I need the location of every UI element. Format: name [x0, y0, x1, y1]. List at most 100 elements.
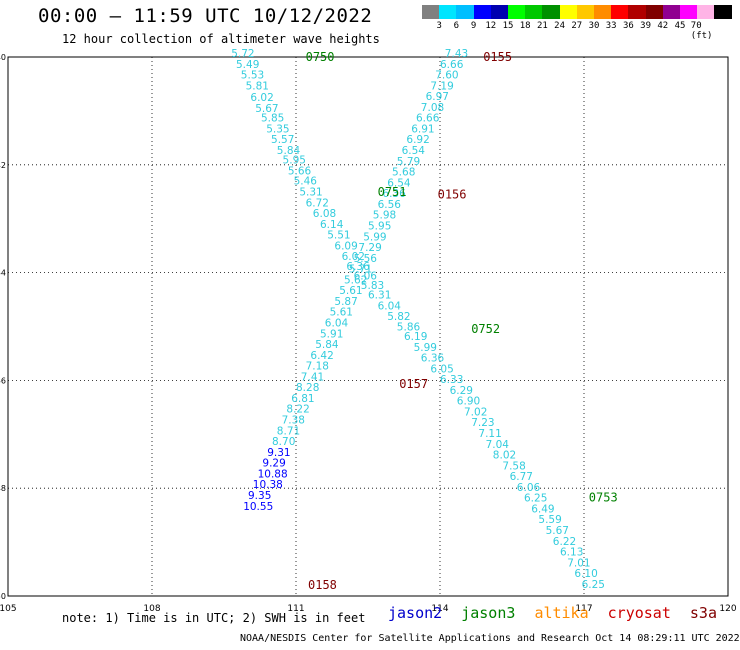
- wave-height-value: 5.51: [327, 230, 350, 242]
- wave-height-value: 5.83: [361, 280, 384, 292]
- wave-height-value: 6.33: [440, 374, 463, 386]
- wave-height-value: 5.56: [354, 253, 378, 265]
- wave-height-value: 6.49: [531, 503, 554, 515]
- wave-height-value: 6.54: [402, 145, 426, 157]
- color-scale-label: 33: [605, 21, 617, 31]
- wave-height-value: 9.31: [267, 447, 290, 459]
- wave-height-value: 6.56: [378, 199, 402, 211]
- chart-subtitle: 12 hour collection of altimeter wave hei…: [62, 32, 380, 46]
- wave-height-value: 5.85: [261, 113, 284, 125]
- color-scale-label: 70 (ft): [690, 21, 713, 41]
- color-scale-label: 24: [554, 21, 566, 31]
- wave-height-value: 5.91: [320, 328, 343, 340]
- wave-height-value: 8.22: [286, 404, 309, 416]
- wave-height-value: 7.60: [435, 70, 458, 82]
- y-tick-label: -40: [0, 53, 6, 62]
- wave-height-value: 6.66: [416, 113, 440, 125]
- x-tick-label: 105: [0, 604, 17, 614]
- x-tick-label: 111: [287, 604, 304, 614]
- wave-height-value: 5.53: [241, 70, 264, 82]
- wave-height-value: 6.97: [426, 91, 449, 103]
- wave-height-value: 5.98: [373, 210, 396, 222]
- color-swatch: [422, 5, 440, 19]
- wave-height-value: 6.10: [574, 568, 597, 580]
- wave-height-value: 6.06: [517, 482, 541, 494]
- wave-height-value: 5.72: [231, 48, 254, 60]
- color-scale-label: 45: [674, 21, 686, 31]
- wave-height-value: 5.67: [255, 103, 278, 115]
- wave-height-value: 5.99: [363, 231, 386, 243]
- color-scale-label: 18: [519, 21, 531, 31]
- wave-height-value: 5.61: [330, 307, 353, 319]
- wave-height-value: 5.87: [334, 296, 357, 308]
- color-scale-label: 30: [588, 21, 600, 31]
- color-swatch: [456, 5, 475, 19]
- color-scale-label: 39: [640, 21, 652, 31]
- x-tick-label: 108: [143, 604, 160, 614]
- wave-height-value: 7.43: [445, 48, 468, 60]
- wave-height-value: 5.81: [246, 80, 269, 92]
- color-swatch: [628, 5, 647, 19]
- wave-height-value: 7.08: [421, 102, 444, 114]
- x-tick-label: 114: [431, 604, 448, 614]
- wave-height-value: 6.92: [406, 134, 429, 146]
- satellite-legend: jason2 jason3 altika cryosat s3a: [388, 604, 727, 622]
- wave-height-value: 6.04: [378, 300, 402, 312]
- wave-height-value: 6.36: [346, 261, 370, 273]
- legend-jason3: jason3: [461, 604, 516, 622]
- wave-height-value: 7.58: [502, 460, 525, 472]
- pass-time-label: 0156: [438, 187, 467, 201]
- wave-height-value: 10.55: [243, 501, 273, 513]
- wave-height-value: 5.59: [538, 514, 561, 526]
- wave-height-value: 7.02: [464, 406, 487, 418]
- color-scale-label: 9: [470, 21, 477, 31]
- color-scale-label: 21: [536, 21, 548, 31]
- color-swatch: [473, 5, 492, 19]
- plot-frame: [7, 56, 729, 597]
- wave-height-value: 6.81: [291, 393, 314, 405]
- wave-height-value: 5.84: [277, 145, 301, 157]
- wave-height-value: 6.77: [510, 471, 533, 483]
- wave-height-value: 7.29: [358, 242, 381, 254]
- wave-height-value: 10.88: [258, 468, 288, 480]
- wave-height-value: 8.71: [277, 425, 300, 437]
- color-swatch: [662, 5, 681, 19]
- wave-height-value: 6.36: [421, 353, 445, 365]
- color-swatch: [611, 5, 629, 19]
- color-scale-label: 27: [571, 21, 583, 31]
- wave-height-value: 6.02: [342, 251, 365, 263]
- wave-height-value: 7.38: [282, 415, 305, 427]
- y-tick-label: -44: [0, 269, 6, 278]
- wave-height-value: 8.02: [493, 450, 516, 462]
- wave-height-value: 6.19: [404, 331, 427, 343]
- wave-height-value: 5.57: [271, 134, 294, 146]
- color-swatch: [697, 5, 715, 19]
- wave-height-value: 6.42: [310, 350, 333, 362]
- wave-height-value: 6.14: [320, 219, 344, 231]
- y-tick-label: -48: [0, 484, 6, 493]
- color-swatch: [490, 5, 509, 19]
- wave-height-value: 6.72: [306, 197, 329, 209]
- wave-height-value: 5.84: [315, 339, 339, 351]
- wave-height-value: 6.22: [553, 536, 576, 548]
- wave-height-value: 7.11: [478, 428, 501, 440]
- wave-height-value: 7.01: [567, 557, 590, 569]
- color-swatch: [525, 5, 543, 19]
- wave-height-value: 5.46: [294, 176, 318, 188]
- wave-height-value: 8.70: [272, 436, 295, 448]
- pass-time-label: 0158: [308, 578, 337, 592]
- color-swatch: [542, 5, 561, 19]
- color-swatch: [576, 5, 595, 19]
- wave-height-value: 6.25: [582, 579, 605, 591]
- wave-height-value: 6.36: [382, 188, 406, 200]
- pass-time-label: 0752: [471, 322, 500, 336]
- color-scale-label: 12: [485, 21, 497, 31]
- pass-time-label: 0750: [306, 50, 335, 64]
- wave-height-value: 6.09: [334, 240, 357, 252]
- chart-title: 00:00 – 11:59 UTC 10/12/2022: [38, 5, 373, 27]
- color-swatch: [508, 5, 526, 19]
- wave-height-value: 5.99: [414, 342, 437, 354]
- wave-height-value: 6.31: [368, 289, 391, 301]
- wave-height-value: 6.25: [524, 493, 547, 505]
- pass-time-label: 0751: [378, 185, 407, 199]
